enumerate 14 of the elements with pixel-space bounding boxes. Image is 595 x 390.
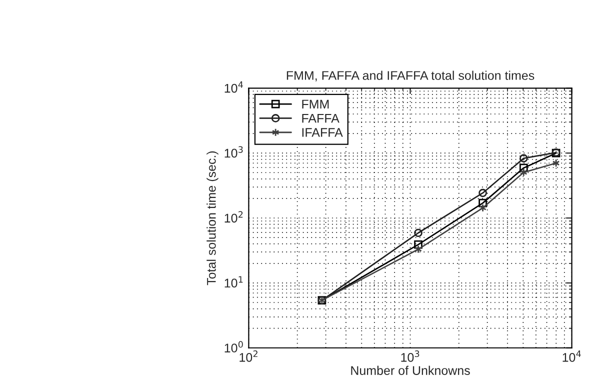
y-tick-label: 10$^{3}$	[224, 146, 243, 158]
x-axis-title: Number of Unknowns	[351, 366, 470, 375]
y-tick-label: 10$^{1}$	[224, 276, 243, 288]
x-tick-label: 10$^{4}$	[562, 350, 581, 362]
x-tick-label: 10$^{2}$	[240, 350, 258, 362]
y-tick-label: 10$^{4}$	[224, 81, 243, 93]
y-tick-label: 10$^{0}$	[224, 341, 243, 352]
y-axis-title: Total solution time (sec.)	[206, 151, 218, 286]
chart-title: FMM, FAFFA and IFAFFA total solution times	[286, 70, 534, 82]
legend-label: IFAFFA	[302, 128, 343, 137]
y-tick-label: 10$^{2}$	[224, 211, 243, 223]
x-tick-label: 10$^{3}$	[401, 350, 420, 362]
legend-label: FAFFA	[302, 114, 340, 123]
legend-label: FMM	[302, 100, 329, 108]
